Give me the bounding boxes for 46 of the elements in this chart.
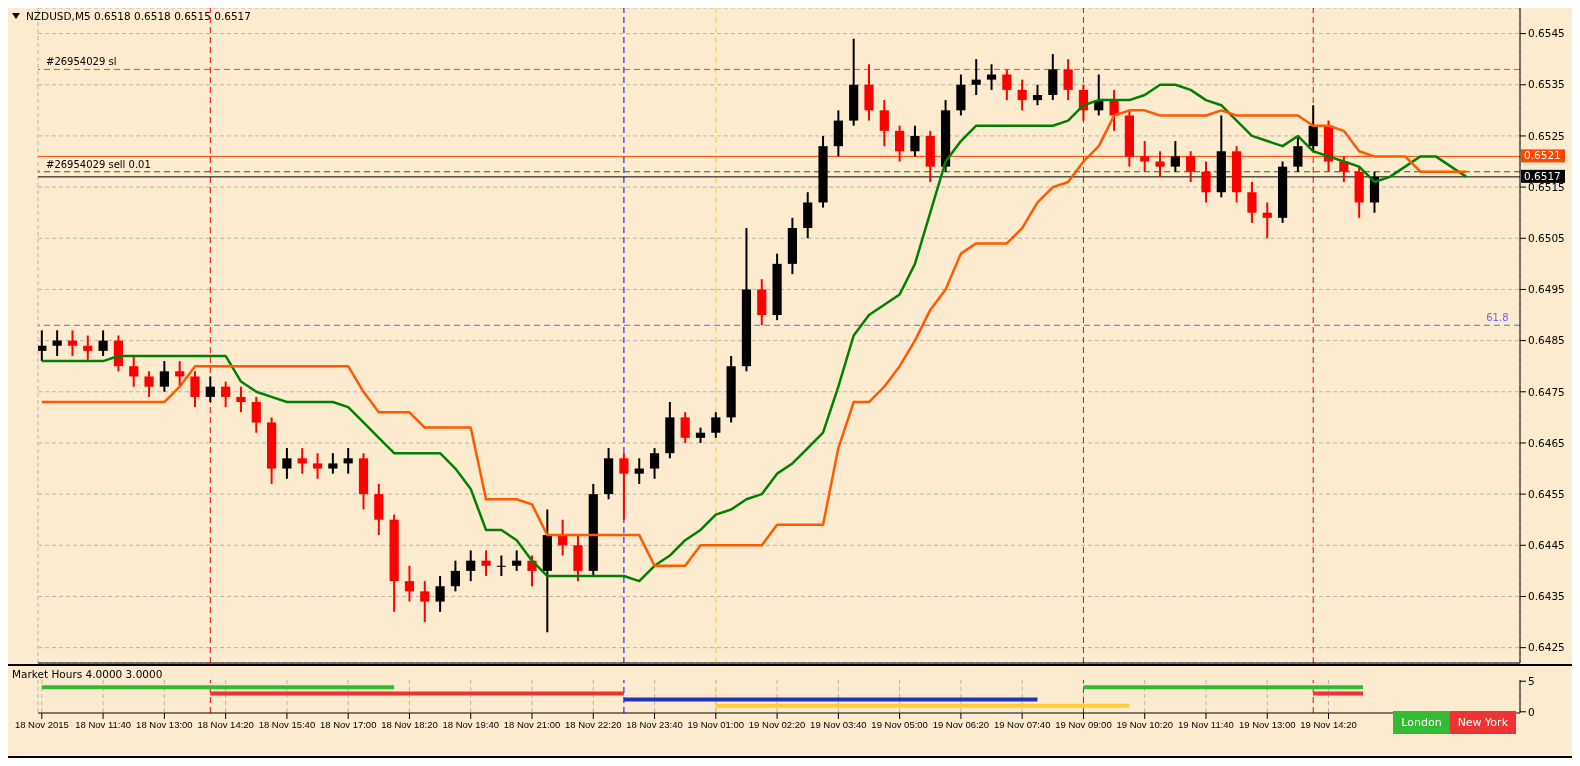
ref-line-label: #26954029 sl — [46, 56, 117, 68]
y-tick-label: 0.6495 — [1528, 283, 1565, 296]
x-tick-label: 19 Nov 03:40 — [810, 718, 867, 730]
x-tick-label: 18 Nov 2015 — [14, 718, 69, 730]
x-tick-label: 19 Nov 09:00 — [1055, 718, 1112, 730]
y-tick-label: 0.6485 — [1528, 334, 1565, 347]
text: New York — [1449, 711, 1516, 734]
y-tick-label: 0.6445 — [1528, 539, 1565, 552]
ref-line-label: 0.6521 — [1524, 149, 1561, 162]
y-tick-label: 0.6505 — [1528, 232, 1565, 244]
x-tick-label: 19 Nov 05:00 — [871, 718, 928, 730]
ref-line-label: 0.6517 — [1524, 169, 1561, 182]
x-tick-label: 19 Nov 13:00 — [1239, 718, 1296, 730]
x-tick-label: 18 Nov 15:40 — [258, 718, 316, 730]
x-tick-label: 19 Nov 07:40 — [993, 718, 1051, 730]
y-tick-label: 0.6515 — [1528, 180, 1565, 193]
x-tick-label: 19 Nov 14:20 — [1300, 718, 1357, 730]
x-tick-label: 19 Nov 11:40 — [1178, 718, 1234, 730]
y-tick-label: 0.6545 — [1528, 27, 1565, 40]
x-tick-label: 18 Nov 21:00 — [503, 718, 561, 730]
x-tick-label: 18 Nov 11:40 — [75, 718, 132, 730]
x-tick-label: 19 Nov 06:20 — [932, 718, 990, 730]
y-tick-label: 0.6425 — [1528, 641, 1565, 654]
x-tick-label: 19 Nov 10:20 — [1116, 718, 1173, 730]
x-tick-label: 18 Nov 18:20 — [381, 718, 438, 730]
text: London — [1393, 711, 1450, 734]
y-tick-label: 0.6475 — [1528, 385, 1565, 398]
y-tick-label: 0.6525 — [1528, 129, 1565, 142]
x-tick-label: 18 Nov 17:00 — [319, 718, 377, 730]
chart-title: Market Hours 4.0000 3.0000 — [12, 668, 163, 680]
x-tick-label: 18 Nov 22:20 — [565, 718, 622, 730]
y-tick-label: 0.6465 — [1528, 436, 1565, 449]
y-tick-label: 0.6435 — [1528, 590, 1565, 603]
y-tick-label: 5 — [1528, 674, 1535, 687]
x-tick-label: 18 Nov 23:40 — [626, 718, 683, 730]
annotation: 61.8 — [1486, 312, 1509, 324]
y-tick-label: 0.6455 — [1528, 487, 1565, 500]
x-tick-label: 18 Nov 13:00 — [136, 718, 193, 730]
x-tick-label: 19 Nov 01:00 — [687, 718, 745, 730]
chart-title: NZDUSD,M5 0.6518 0.6518 0.6515 0.6517 — [26, 10, 251, 22]
x-tick-label: 18 Nov 14:20 — [197, 718, 254, 730]
y-tick-label: 0 — [1528, 705, 1535, 718]
x-tick-label: 19 Nov 02:20 — [748, 718, 806, 730]
ref-line-label: #26954029 sell 0.01 — [46, 158, 151, 170]
y-tick-label: 0.6535 — [1528, 78, 1565, 91]
x-tick-label: 18 Nov 19:40 — [442, 718, 499, 730]
